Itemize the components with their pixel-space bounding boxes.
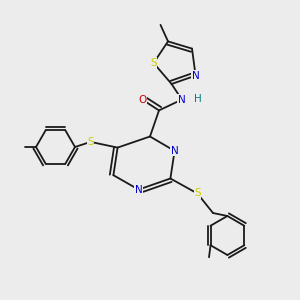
Text: N: N [178, 94, 186, 105]
Text: H: H [194, 94, 202, 104]
Text: S: S [150, 58, 157, 68]
Text: O: O [138, 94, 146, 105]
Text: S: S [87, 137, 94, 147]
Text: S: S [194, 188, 201, 199]
Text: N: N [171, 146, 178, 156]
Text: N: N [135, 184, 142, 195]
Text: N: N [192, 70, 200, 81]
